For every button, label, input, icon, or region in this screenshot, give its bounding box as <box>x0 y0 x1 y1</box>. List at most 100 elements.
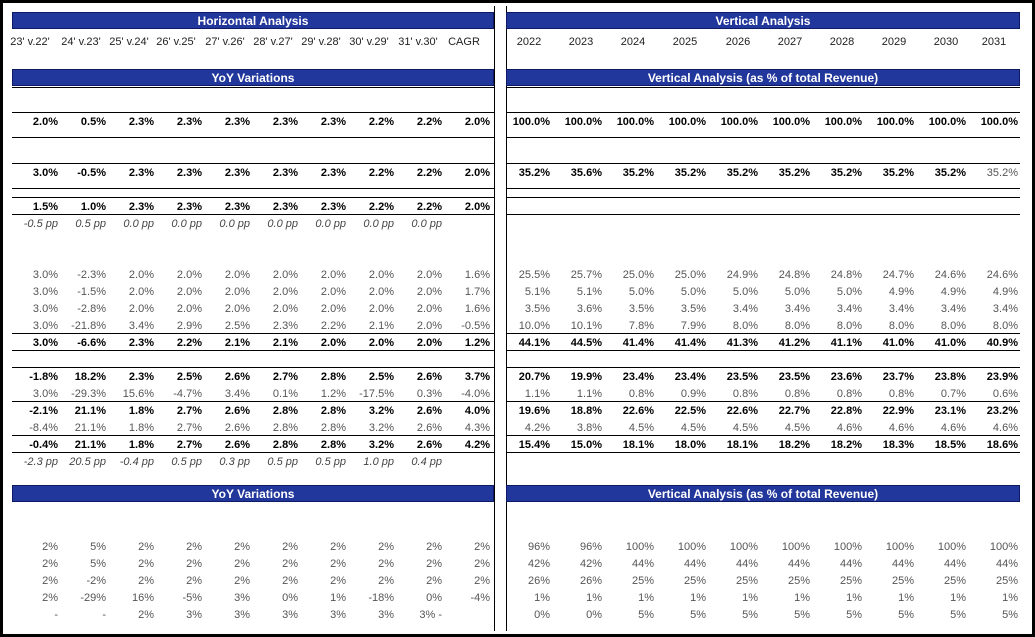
table-cell: 2.0% <box>272 286 298 298</box>
table-cell: 2.0% <box>128 303 154 315</box>
table-cell: 2% <box>426 541 442 553</box>
table-cell: 35.2% <box>674 167 706 179</box>
table-cell: 44% <box>995 558 1018 570</box>
table-cell: 15.4% <box>518 439 550 451</box>
table-cell: 44% <box>683 558 706 570</box>
table-cell: 3.5% <box>680 303 706 315</box>
row-border <box>12 435 494 436</box>
table-cell: 2.0% <box>272 269 298 281</box>
row-border <box>506 333 1020 334</box>
table-cell: 2.0% <box>464 116 490 128</box>
table-cell: 5% <box>794 609 810 621</box>
table-cell: 2.9% <box>176 320 202 332</box>
table-cell: 35.2% <box>778 167 810 179</box>
row-border <box>12 188 494 189</box>
table-cell: 25% <box>839 575 862 587</box>
vertical-pct-revenue-band-2: Vertical Analysis (as % of total Revenue… <box>506 485 1020 502</box>
table-cell: 5.1% <box>576 286 602 298</box>
table-cell: 5% <box>742 609 758 621</box>
table-cell: -21.8% <box>71 320 106 332</box>
table-cell: 2.2% <box>368 201 394 213</box>
table-cell: 1% <box>794 592 810 604</box>
table-cell: 3% <box>378 609 394 621</box>
table-cell: 2.0% <box>128 269 154 281</box>
table-cell: 1% <box>534 592 550 604</box>
table-cell: 2.2% <box>416 201 442 213</box>
table-cell: 2.3% <box>128 337 154 349</box>
table-cell: 2.0% <box>320 337 346 349</box>
table-cell: 3.4% <box>940 303 966 315</box>
table-cell: 1.6% <box>464 269 490 281</box>
table-cell: 2.3% <box>128 167 154 179</box>
table-cell: 2.8% <box>320 422 346 434</box>
table-cell: 44% <box>839 558 862 570</box>
table-cell: 2.0% <box>320 303 346 315</box>
table-cell: 0.0 pp <box>267 218 298 230</box>
table-cell: 1% <box>846 592 862 604</box>
table-cell: 2% <box>42 575 58 587</box>
row-border <box>506 350 1020 351</box>
table-cell: -5% <box>182 592 202 604</box>
table-cell: -2.8% <box>77 303 106 315</box>
table-cell: 44% <box>943 558 966 570</box>
table-cell: 0.0 pp <box>123 218 154 230</box>
vertical-pct-revenue-band: Vertical Analysis (as % of total Revenue… <box>506 69 1020 86</box>
row-border <box>12 197 494 198</box>
table-cell: 3.4% <box>888 303 914 315</box>
table-cell: 3.2% <box>368 439 394 451</box>
table-cell: 100% <box>781 541 810 553</box>
table-cell: 5.0% <box>836 286 862 298</box>
table-cell: 2% <box>234 558 250 570</box>
table-cell: 22.5% <box>674 405 706 417</box>
table-cell: 100.0% <box>668 116 706 128</box>
table-cell: 2.7% <box>176 439 202 451</box>
table-cell: 24.6% <box>934 269 966 281</box>
table-cell: 100.0% <box>772 116 810 128</box>
table-cell: 2% <box>474 558 490 570</box>
table-cell: 2.1% <box>272 337 298 349</box>
table-cell: 0.1% <box>272 388 298 400</box>
table-cell: 100% <box>729 541 758 553</box>
row-border <box>506 163 1020 164</box>
table-cell: -2.1% <box>29 405 58 417</box>
table-cell: 1.8% <box>128 422 154 434</box>
table-cell: 100.0% <box>876 116 914 128</box>
table-cell: -2.3 pp <box>23 456 58 468</box>
table-cell: 2.7% <box>176 405 202 417</box>
table-cell: 35.2% <box>518 167 550 179</box>
table-cell: 0.6% <box>992 388 1018 400</box>
table-cell: 41.0% <box>882 337 914 349</box>
table-cell: 44% <box>631 558 654 570</box>
table-cell: -2.3% <box>77 269 106 281</box>
table-cell: 41.2% <box>778 337 810 349</box>
table-cell: 5% <box>638 609 654 621</box>
table-cell: 25% <box>787 575 810 587</box>
table-cell: 2.0% <box>224 286 250 298</box>
table-cell: 2% <box>474 575 490 587</box>
table-cell: 22.6% <box>726 405 758 417</box>
table-cell: 25.0% <box>622 269 654 281</box>
table-cell: 0.8% <box>732 388 758 400</box>
table-cell: 5% <box>1002 609 1018 621</box>
table-cell: 22.9% <box>882 405 914 417</box>
horizontal-analysis-title: Horizontal Analysis <box>12 12 494 29</box>
table-cell: 4.5% <box>784 422 810 434</box>
table-cell: 2.3% <box>272 201 298 213</box>
table-cell: 2.5% <box>224 320 250 332</box>
table-cell: 0.8% <box>784 388 810 400</box>
table-cell: -29.3% <box>71 388 106 400</box>
table-cell: 1.2% <box>464 337 490 349</box>
table-cell: 26% <box>527 575 550 587</box>
column-header: 2029 <box>881 36 907 48</box>
table-cell: 35.2% <box>830 167 862 179</box>
table-cell: 2.6% <box>224 405 250 417</box>
row-border <box>12 214 494 215</box>
table-cell: 41.3% <box>726 337 758 349</box>
table-cell: 100.0% <box>512 116 550 128</box>
table-cell: 2.0% <box>416 303 442 315</box>
table-cell: 2.8% <box>320 371 346 383</box>
table-cell: 41.1% <box>830 337 862 349</box>
table-cell: 0.8% <box>888 388 914 400</box>
table-cell: 35.2% <box>882 167 914 179</box>
table-cell: 23.4% <box>674 371 706 383</box>
